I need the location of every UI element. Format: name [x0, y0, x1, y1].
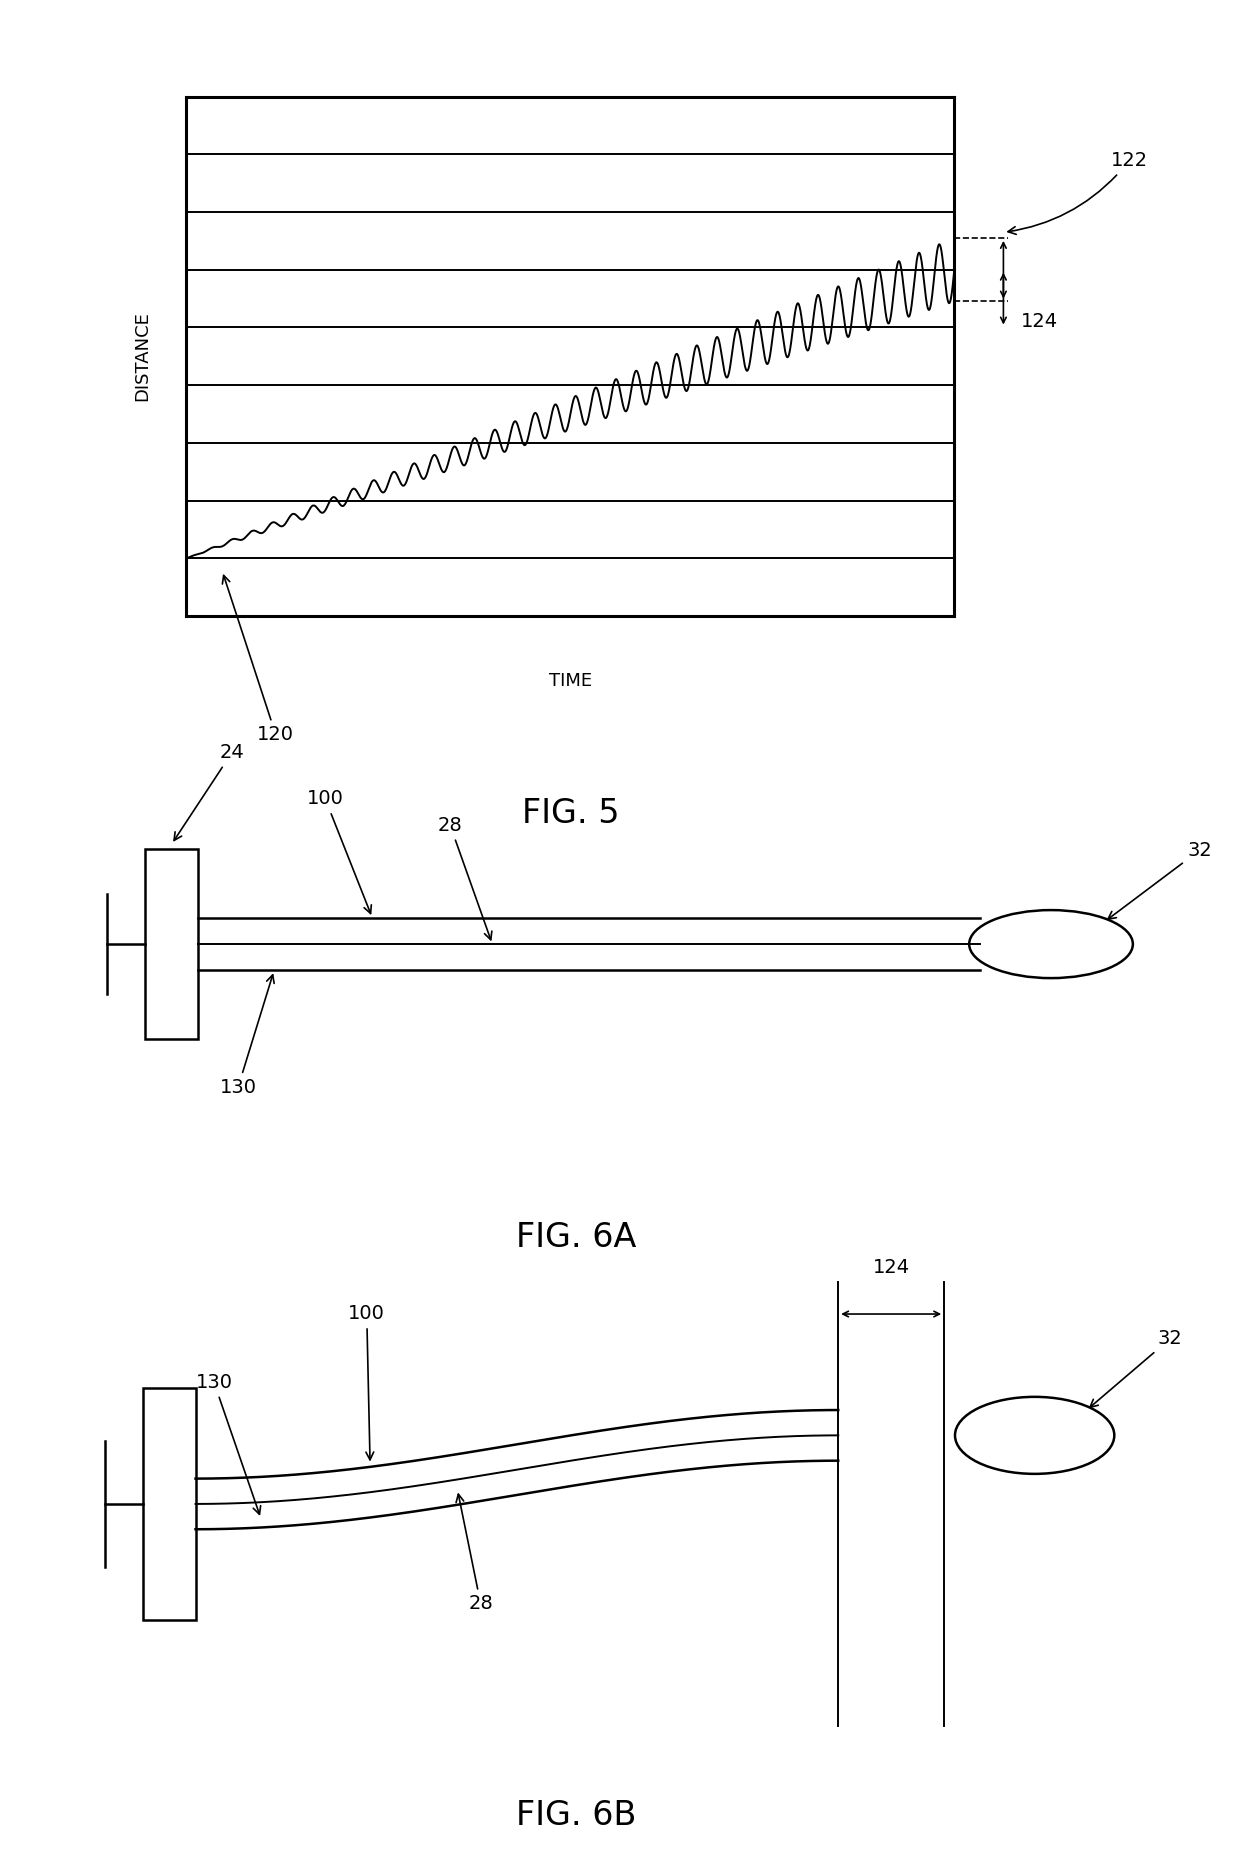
- Text: 28: 28: [438, 816, 492, 940]
- Text: FIG. 6A: FIG. 6A: [516, 1222, 636, 1253]
- Text: DISTANCE: DISTANCE: [133, 311, 151, 402]
- Text: 122: 122: [1008, 152, 1148, 235]
- Bar: [145, 850, 197, 1040]
- Text: 120: 120: [222, 576, 294, 744]
- Text: 100: 100: [306, 789, 371, 914]
- Text: 28: 28: [456, 1494, 494, 1614]
- Text: 24: 24: [174, 742, 244, 840]
- Text: 32: 32: [1090, 1329, 1183, 1407]
- Text: 130: 130: [219, 975, 274, 1098]
- Text: FIG. 6B: FIG. 6B: [516, 1799, 636, 1832]
- Text: 124: 124: [873, 1259, 910, 1277]
- Text: 124: 124: [1022, 311, 1059, 331]
- Text: 32: 32: [1107, 840, 1213, 920]
- Text: FIG. 5: FIG. 5: [522, 796, 619, 829]
- Text: 130: 130: [196, 1373, 260, 1514]
- Text: TIME: TIME: [549, 672, 591, 690]
- Text: 100: 100: [348, 1305, 386, 1460]
- Bar: [143, 1388, 196, 1620]
